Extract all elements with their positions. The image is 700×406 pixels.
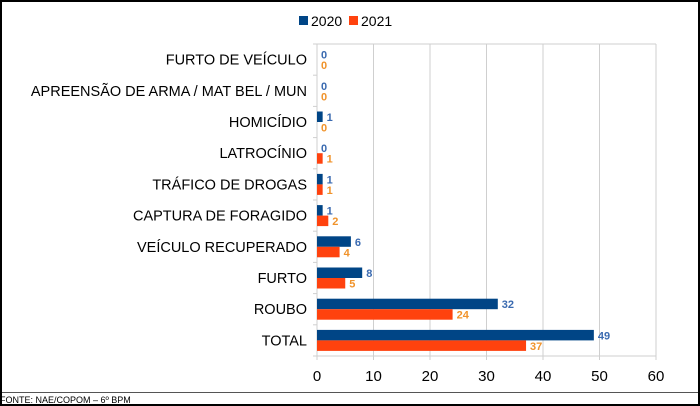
category-label: VEÍCULO RECUPERADO — [137, 239, 307, 256]
data-label-2020: 0 — [321, 81, 327, 93]
x-tick-label: 20 — [422, 368, 439, 385]
data-label-2020: 1 — [327, 206, 333, 218]
bar-2020 — [317, 298, 498, 310]
data-label-2021: 0 — [321, 123, 327, 135]
data-label-2020: 49 — [598, 330, 610, 342]
data-label-2020: 0 — [321, 50, 327, 62]
legend-label: 2020 — [311, 13, 342, 29]
category-label: TRÁFICO DE DROGAS — [152, 176, 307, 193]
bar-2020 — [317, 236, 351, 247]
bar-2021 — [317, 309, 453, 320]
data-label-2021: 1 — [327, 154, 333, 166]
x-tick-label: 0 — [313, 368, 321, 385]
bar-2020 — [317, 111, 323, 122]
bar-2020 — [317, 329, 594, 341]
bar-2021 — [317, 184, 323, 195]
data-label-2021: 37 — [530, 341, 542, 353]
category-label: LATROCÍNIO — [219, 145, 307, 162]
category-label: CAPTURA DE FORAGIDO — [133, 209, 307, 225]
legend-label: 2021 — [361, 13, 392, 29]
x-tick-label: 50 — [591, 368, 608, 385]
category-label: ROUBO — [254, 302, 307, 318]
x-tick-label: 40 — [535, 368, 552, 385]
x-tick-label: 60 — [648, 368, 665, 385]
data-label-2020: 1 — [327, 112, 333, 124]
bar-2020 — [317, 267, 363, 278]
data-label-2021: 4 — [344, 247, 351, 259]
category-label: FURTO DE VEÍCULO — [166, 52, 307, 69]
bar-2020 — [317, 173, 323, 185]
bar-2021 — [317, 153, 323, 164]
bar-2021 — [317, 340, 527, 351]
source-note: FONTE: NAE/COPOM – 6º BPM — [0, 395, 131, 405]
category-label: TOTAL — [262, 333, 307, 349]
footer-divider — [2, 392, 698, 393]
category-label: HOMICÍDIO — [229, 114, 307, 131]
category-label: FURTO — [258, 271, 307, 287]
data-label-2021: 1 — [327, 185, 333, 197]
data-label-2020: 1 — [327, 174, 333, 186]
legend-swatch-2020 — [299, 16, 308, 25]
x-tick-label: 10 — [365, 368, 382, 385]
data-label-2020: 32 — [502, 299, 514, 311]
data-label-2020: 8 — [366, 268, 372, 280]
data-label-2021: 0 — [321, 60, 327, 72]
legend-swatch-2021 — [349, 16, 358, 25]
data-label-2021: 0 — [321, 91, 327, 103]
bar-2021 — [317, 278, 346, 289]
bar-2020 — [317, 205, 323, 216]
data-label-2020: 6 — [355, 237, 361, 249]
data-label-2021: 2 — [332, 216, 338, 228]
x-tick-label: 30 — [478, 368, 495, 385]
bar-2021 — [317, 215, 329, 227]
bar-2021 — [317, 246, 340, 258]
data-label-2020: 0 — [321, 143, 327, 155]
category-label: APREENSÃO DE ARMA / MAT BEL / MUN — [31, 83, 307, 100]
data-label-2021: 5 — [349, 279, 355, 291]
data-label-2021: 24 — [457, 310, 470, 322]
